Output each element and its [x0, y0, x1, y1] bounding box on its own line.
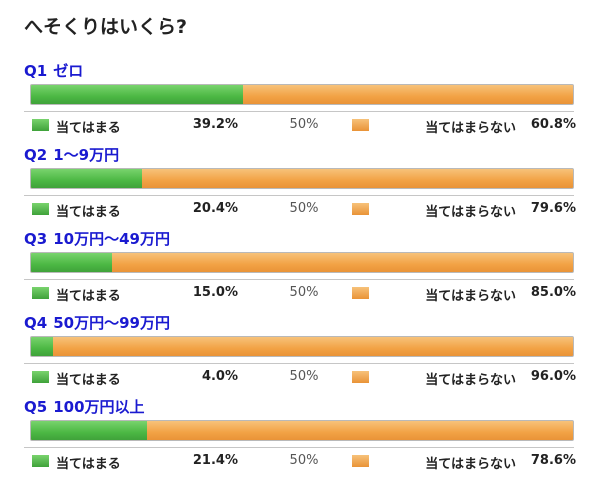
legend-swatch-yes — [32, 455, 49, 467]
percent-no: 85.0% — [530, 285, 576, 300]
legend-swatch-no — [352, 371, 369, 383]
question-number: Q5 — [24, 398, 48, 416]
percent-no: 78.6% — [530, 453, 576, 468]
percent-no: 60.8% — [530, 117, 576, 132]
divider — [24, 279, 574, 280]
question-text: 100万円以上 — [53, 398, 145, 416]
divider — [24, 447, 574, 448]
stacked-bar — [30, 168, 574, 189]
stacked-bar — [30, 84, 574, 105]
question-text: 10万円～49万円 — [53, 230, 170, 248]
question-label: Q1 ゼロ — [24, 60, 83, 81]
legend-row: 当てはまる 39.2% 50% 当てはまらない 60.8% — [0, 115, 600, 136]
legend-label-yes: 当てはまる — [56, 457, 121, 472]
question-block: Q3 10万円～49万円 当てはまる 15.0% 50% 当てはまらない 85.0… — [0, 228, 600, 313]
question-text: ゼロ — [53, 62, 84, 80]
question-block: Q4 50万円～99万円 当てはまる 4.0% 50% 当てはまらない 96.0% — [0, 312, 600, 397]
bar-segment-yes — [31, 253, 113, 272]
legend-label-no: 当てはまらない — [425, 457, 516, 472]
percent-yes: 20.4% — [192, 201, 238, 216]
stacked-bar — [30, 252, 574, 273]
question-text: 1～9万円 — [53, 146, 120, 164]
legend-swatch-yes — [32, 371, 49, 383]
bar-segment-yes — [31, 337, 53, 356]
legend-swatch-no — [352, 203, 369, 215]
stacked-bar — [30, 420, 574, 441]
legend-label-no: 当てはまらない — [425, 205, 516, 220]
divider — [24, 363, 574, 364]
legend-row: 当てはまる 4.0% 50% 当てはまらない 96.0% — [0, 367, 600, 388]
question-number: Q4 — [24, 314, 48, 332]
legend-row: 当てはまる 15.0% 50% 当てはまらない 85.0% — [0, 283, 600, 304]
question-label: Q5 100万円以上 — [24, 396, 145, 417]
divider — [24, 111, 574, 112]
bar-segment-yes — [31, 421, 147, 440]
legend-label-yes: 当てはまる — [56, 289, 121, 304]
legend-swatch-yes — [32, 119, 49, 131]
legend-label-no: 当てはまらない — [425, 289, 516, 304]
chart-title: へそくりはいくら? — [24, 16, 188, 38]
percent-yes: 15.0% — [192, 285, 238, 300]
question-number: Q2 — [24, 146, 48, 164]
percent-yes: 21.4% — [192, 453, 238, 468]
midpoint-label: 50% — [289, 453, 319, 468]
legend-swatch-no — [352, 455, 369, 467]
question-number: Q1 — [24, 62, 48, 80]
legend-swatch-yes — [32, 287, 49, 299]
legend-swatch-no — [352, 287, 369, 299]
question-text: 50万円～99万円 — [53, 314, 170, 332]
percent-yes: 4.0% — [201, 369, 238, 384]
question-label: Q2 1～9万円 — [24, 144, 119, 165]
midpoint-label: 50% — [289, 117, 319, 132]
question-block: Q5 100万円以上 当てはまる 21.4% 50% 当てはまらない 78.6% — [0, 396, 600, 481]
percent-no: 96.0% — [530, 369, 576, 384]
question-block: Q2 1～9万円 当てはまる 20.4% 50% 当てはまらない 79.6% — [0, 144, 600, 229]
question-number: Q3 — [24, 230, 48, 248]
legend-label-no: 当てはまらない — [425, 121, 516, 136]
question-label: Q4 50万円～99万円 — [24, 312, 170, 333]
legend-label-no: 当てはまらない — [425, 373, 516, 388]
divider — [24, 195, 574, 196]
legend-swatch-no — [352, 119, 369, 131]
midpoint-label: 50% — [289, 201, 319, 216]
legend-label-yes: 当てはまる — [56, 373, 121, 388]
bar-segment-yes — [31, 169, 142, 188]
legend-row: 当てはまる 21.4% 50% 当てはまらない 78.6% — [0, 451, 600, 472]
percent-yes: 39.2% — [192, 117, 238, 132]
legend-label-yes: 当てはまる — [56, 205, 121, 220]
percent-no: 79.6% — [530, 201, 576, 216]
question-block: Q1 ゼロ 当てはまる 39.2% 50% 当てはまらない 60.8% — [0, 60, 600, 145]
midpoint-label: 50% — [289, 369, 319, 384]
legend-swatch-yes — [32, 203, 49, 215]
stacked-bar — [30, 336, 574, 357]
question-label: Q3 10万円～49万円 — [24, 228, 170, 249]
midpoint-label: 50% — [289, 285, 319, 300]
bar-segment-yes — [31, 85, 244, 104]
legend-label-yes: 当てはまる — [56, 121, 121, 136]
legend-row: 当てはまる 20.4% 50% 当てはまらない 79.6% — [0, 199, 600, 220]
